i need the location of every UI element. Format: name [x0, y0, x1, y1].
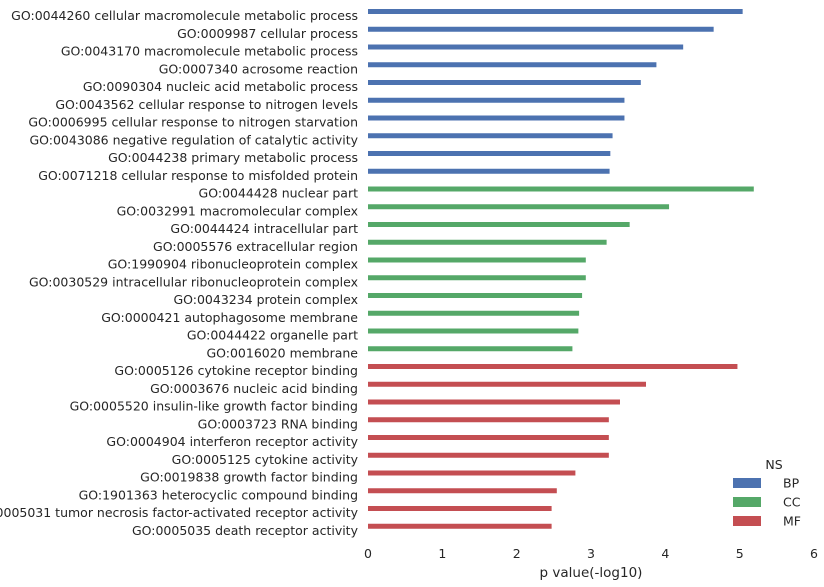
- bar-bp: [368, 80, 641, 85]
- category-label: GO:0005126 cytokine receptor binding: [114, 363, 358, 378]
- legend-label-cc: CC: [783, 495, 801, 510]
- bar-bp: [368, 9, 743, 14]
- bar-bp: [368, 168, 610, 174]
- bar-mf: [368, 452, 609, 458]
- x-tick-label: 6: [810, 546, 818, 561]
- category-label: GO:0030529 intracellular ribonucleoprote…: [29, 274, 358, 289]
- category-label: GO:0005520 insulin-like growth factor bi…: [70, 399, 358, 414]
- category-label: GO:0005125 cytokine activity: [172, 452, 359, 467]
- category-label: GO:0071218 cellular response to misfolde…: [38, 168, 358, 183]
- x-tick-label: 4: [661, 546, 669, 561]
- category-label: GO:0000421 autophagosome membrane: [101, 310, 358, 325]
- category-label: GO:0090304 nucleic acid metabolic proces…: [83, 79, 358, 94]
- legend-swatch-bp: [733, 478, 761, 488]
- x-tick-label: 1: [438, 546, 446, 561]
- bar-bp: [368, 151, 611, 156]
- bar-bp: [368, 62, 657, 68]
- category-label: GO:0044428 nuclear part: [199, 186, 359, 201]
- bar-cc: [368, 204, 670, 210]
- bar-cc: [368, 186, 754, 192]
- x-axis-title: p value(-log10): [540, 565, 643, 581]
- category-label: GO:0043234 protein complex: [173, 292, 358, 307]
- category-label: GO:1901363 heterocyclic compound binding: [79, 487, 358, 502]
- x-tick-label: 3: [587, 546, 595, 561]
- category-label: GO:0032991 macromolecular complex: [117, 203, 358, 218]
- bar-cc: [368, 275, 586, 281]
- category-label: GO:0005576 extracellular region: [153, 239, 358, 254]
- legend-swatch-mf: [733, 516, 761, 526]
- legend-label-mf: MF: [783, 514, 801, 529]
- legend-title: NS: [765, 457, 782, 472]
- category-label: GO:0004904 interferon receptor activity: [106, 434, 358, 449]
- bar-mf: [368, 399, 620, 405]
- category-label: GO:0005035 death receptor activity: [132, 523, 359, 538]
- category-label: GO:0043170 macromolecule metabolic proce…: [61, 44, 358, 59]
- bar-mf: [368, 381, 647, 387]
- category-label: GO:0006995 cellular response to nitrogen…: [28, 115, 358, 130]
- category-labels: GO:0044260 cellular macromolecule metabo…: [0, 8, 359, 538]
- bar-bp: [368, 115, 625, 121]
- bar-cc: [368, 346, 573, 352]
- category-label: GO:0019838 growth factor binding: [140, 470, 358, 485]
- category-label: GO:0044260 cellular macromolecule metabo…: [11, 8, 358, 23]
- bar-mf: [368, 435, 609, 440]
- category-label: GO:1990904 ribonucleoprotein complex: [108, 257, 358, 272]
- category-label: GO:0043086 negative regulation of cataly…: [29, 132, 358, 147]
- bar-cc: [368, 328, 579, 334]
- bar-mf: [368, 364, 738, 369]
- category-label: GO:0003676 nucleic acid binding: [150, 381, 358, 396]
- bar-cc: [368, 222, 630, 227]
- bar-cc: [368, 239, 607, 245]
- bar-bp: [368, 26, 714, 32]
- category-label: GO:0044422 organelle part: [187, 328, 358, 343]
- bar-mf: [368, 488, 557, 494]
- category-label: GO:0044238 primary metabolic process: [108, 150, 358, 165]
- category-label: GO:0003723 RNA binding: [198, 416, 358, 431]
- category-label: GO:0016020 membrane: [206, 345, 358, 360]
- bar-bp: [368, 133, 613, 139]
- category-label: GO:0007340 acrosome reaction: [159, 61, 358, 76]
- category-label: GO:0009987 cellular process: [177, 26, 358, 41]
- bar-cc: [368, 293, 583, 298]
- bar-mf: [368, 470, 576, 476]
- legend-swatch-cc: [733, 497, 761, 507]
- category-label: GO:0005031 tumor necrosis factor-activat…: [0, 505, 359, 520]
- bar-mf: [368, 523, 552, 529]
- bars-layer: [368, 9, 754, 529]
- bar-bp: [368, 97, 625, 103]
- x-tick-label: 2: [513, 546, 521, 561]
- x-axis: 0 1 2 3 4 5 6: [364, 546, 818, 561]
- x-tick-label: 0: [364, 546, 372, 561]
- bar-cc: [368, 310, 580, 316]
- bar-bp: [368, 44, 684, 50]
- bar-mf: [368, 417, 609, 423]
- category-label: GO:0044424 intracellular part: [170, 221, 358, 236]
- bar-cc: [368, 257, 586, 263]
- bar-mf: [368, 506, 552, 511]
- legend-label-bp: BP: [783, 476, 800, 491]
- category-label: GO:0043562 cellular response to nitrogen…: [55, 97, 358, 112]
- x-tick-label: 5: [736, 546, 744, 561]
- legend: NS BP CC MF: [733, 457, 801, 529]
